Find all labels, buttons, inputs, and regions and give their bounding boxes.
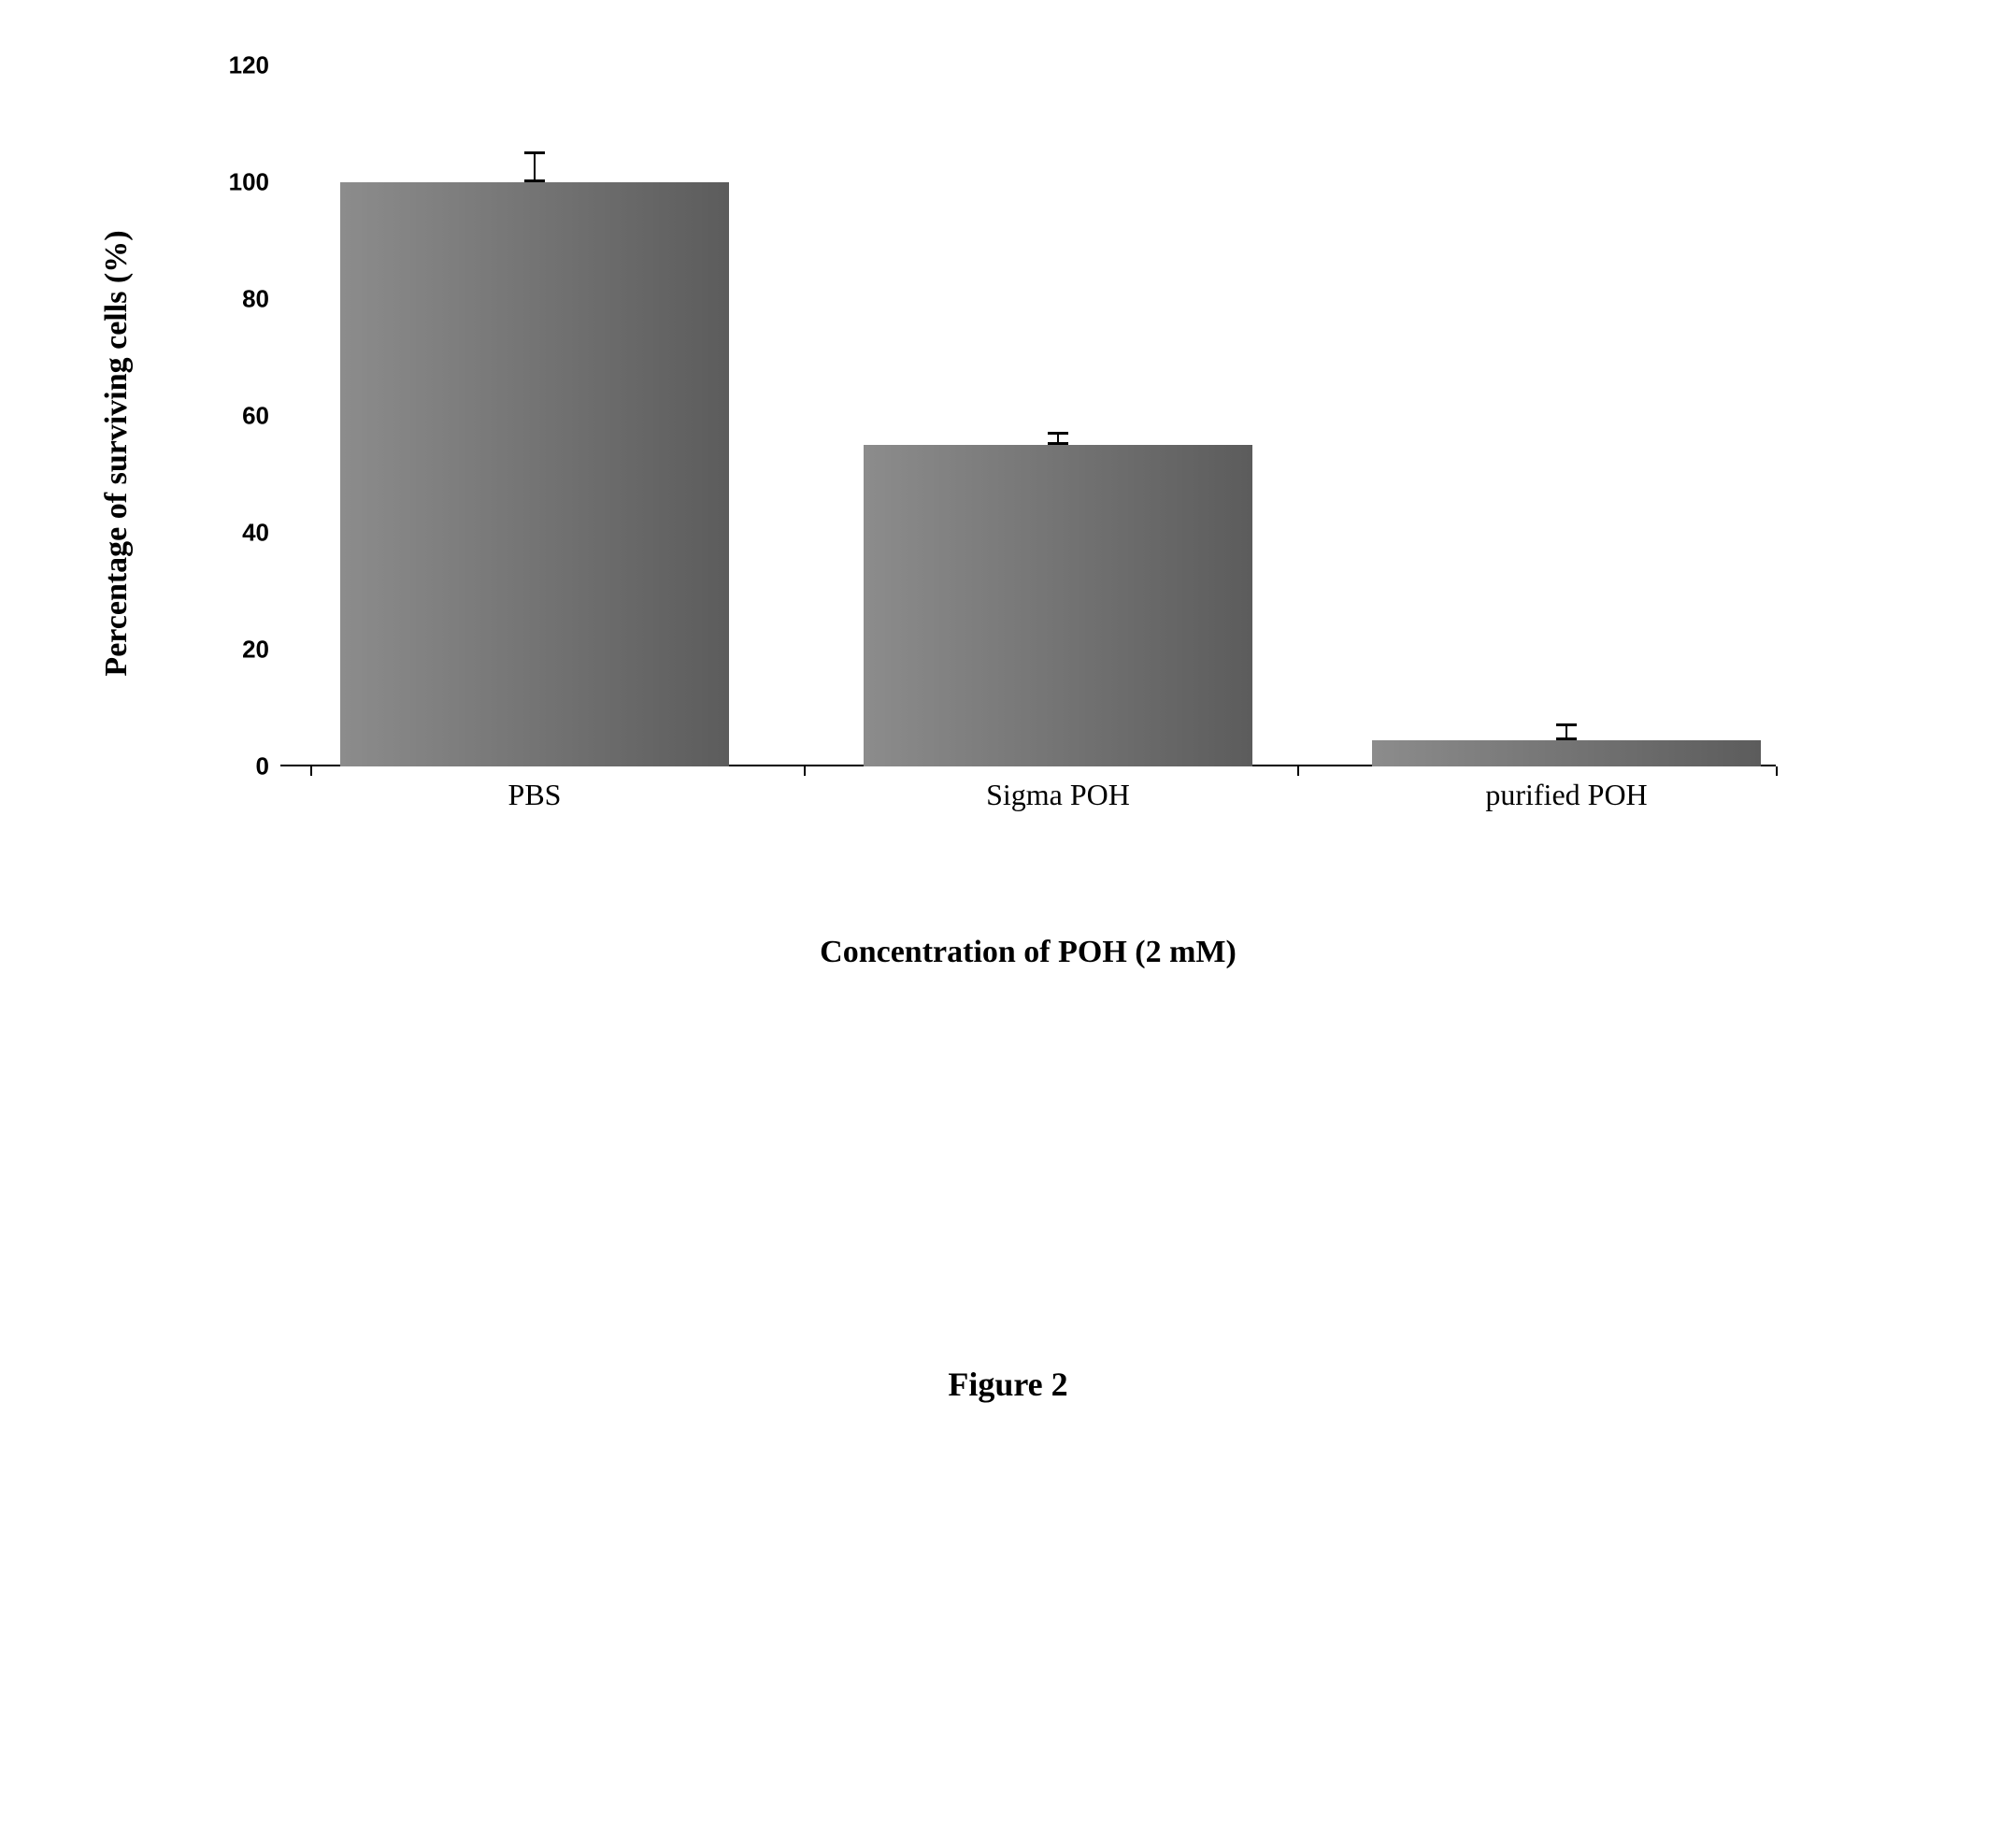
x-axis-title: Concentration of POH (2 mM) bbox=[820, 935, 1237, 970]
chart-frame: Percentage of surviving cells (%) 020406… bbox=[93, 56, 1794, 851]
error-cap bbox=[1556, 737, 1577, 740]
bar bbox=[340, 182, 729, 766]
x-category-label: PBS bbox=[508, 766, 562, 812]
figure-caption: Figure 2 bbox=[948, 1365, 1067, 1404]
x-category-label: purified POH bbox=[1485, 766, 1647, 812]
y-tick-label: 100 bbox=[229, 168, 280, 197]
error-cap bbox=[524, 179, 545, 182]
x-category-label: Sigma POH bbox=[986, 766, 1130, 812]
error-cap bbox=[524, 151, 545, 154]
x-axis-tick bbox=[1776, 766, 1778, 776]
y-tick-label: 20 bbox=[242, 636, 280, 665]
error-cap bbox=[1048, 442, 1068, 445]
error-cap bbox=[1048, 432, 1068, 435]
y-tick-label: 60 bbox=[242, 402, 280, 431]
error-bar bbox=[534, 153, 536, 182]
x-axis-tick bbox=[1297, 766, 1299, 776]
page: Percentage of surviving cells (%) 020406… bbox=[0, 0, 2016, 1832]
bar bbox=[1372, 740, 1761, 766]
y-tick-label: 80 bbox=[242, 285, 280, 314]
plot-area: 020406080100120PBSSigma POHpurified POH bbox=[280, 65, 1776, 766]
bar bbox=[864, 445, 1252, 766]
x-axis-tick bbox=[310, 766, 312, 776]
y-tick-label: 120 bbox=[229, 51, 280, 80]
y-axis-title: Percentage of surviving cells (%) bbox=[99, 230, 135, 676]
y-tick-label: 0 bbox=[256, 752, 280, 781]
y-tick-label: 40 bbox=[242, 519, 280, 548]
error-cap bbox=[1556, 723, 1577, 726]
x-axis-tick bbox=[804, 766, 806, 776]
